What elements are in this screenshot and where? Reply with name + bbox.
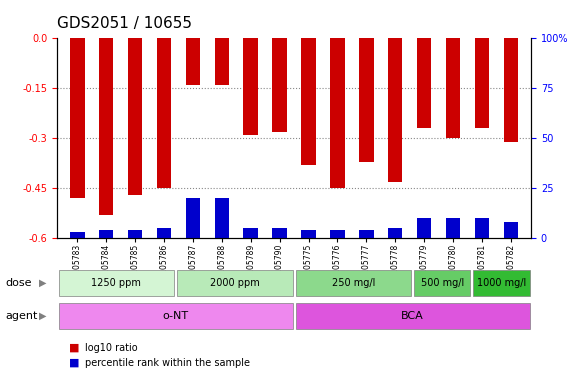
Text: o-NT: o-NT (163, 311, 188, 321)
Bar (330, 230, 345, 238)
FancyBboxPatch shape (59, 303, 292, 329)
FancyBboxPatch shape (414, 270, 471, 296)
Bar (475, 38, 489, 128)
Bar (359, 230, 373, 238)
Bar (301, 230, 316, 238)
Bar (215, 198, 229, 238)
Bar (301, 38, 316, 165)
Bar (128, 230, 142, 238)
Text: ▶: ▶ (39, 278, 47, 288)
Bar (128, 38, 142, 195)
Bar (157, 228, 171, 238)
Bar (243, 38, 258, 135)
Bar (186, 38, 200, 85)
Bar (272, 228, 287, 238)
Text: 500 mg/l: 500 mg/l (421, 278, 464, 288)
Text: 1000 mg/l: 1000 mg/l (477, 278, 526, 288)
Bar (99, 38, 114, 215)
Bar (388, 228, 403, 238)
Text: 2000 ppm: 2000 ppm (210, 278, 260, 288)
Bar (157, 38, 171, 188)
Text: agent: agent (6, 311, 38, 321)
Bar (504, 38, 518, 142)
Bar (359, 38, 373, 162)
Text: percentile rank within the sample: percentile rank within the sample (85, 358, 250, 368)
FancyBboxPatch shape (296, 303, 529, 329)
Text: GDS2051 / 10655: GDS2051 / 10655 (57, 16, 192, 31)
Bar (446, 218, 460, 238)
FancyBboxPatch shape (473, 270, 529, 296)
Bar (70, 38, 85, 198)
FancyBboxPatch shape (59, 270, 174, 296)
Bar (243, 228, 258, 238)
Text: ■: ■ (69, 358, 79, 368)
Text: dose: dose (6, 278, 32, 288)
Bar (272, 38, 287, 132)
Text: BCA: BCA (401, 311, 424, 321)
Bar (475, 218, 489, 238)
Text: 250 mg/l: 250 mg/l (332, 278, 375, 288)
Bar (446, 38, 460, 138)
Bar (70, 232, 85, 238)
Bar (215, 38, 229, 85)
Bar (417, 38, 431, 128)
Bar (388, 38, 403, 182)
Text: log10 ratio: log10 ratio (85, 343, 137, 353)
Text: ▶: ▶ (39, 311, 47, 321)
Text: 1250 ppm: 1250 ppm (91, 278, 141, 288)
Bar (186, 198, 200, 238)
Bar (330, 38, 345, 188)
Bar (99, 230, 114, 238)
Bar (417, 218, 431, 238)
FancyBboxPatch shape (296, 270, 411, 296)
FancyBboxPatch shape (177, 270, 292, 296)
Text: ■: ■ (69, 343, 79, 353)
Bar (504, 222, 518, 238)
